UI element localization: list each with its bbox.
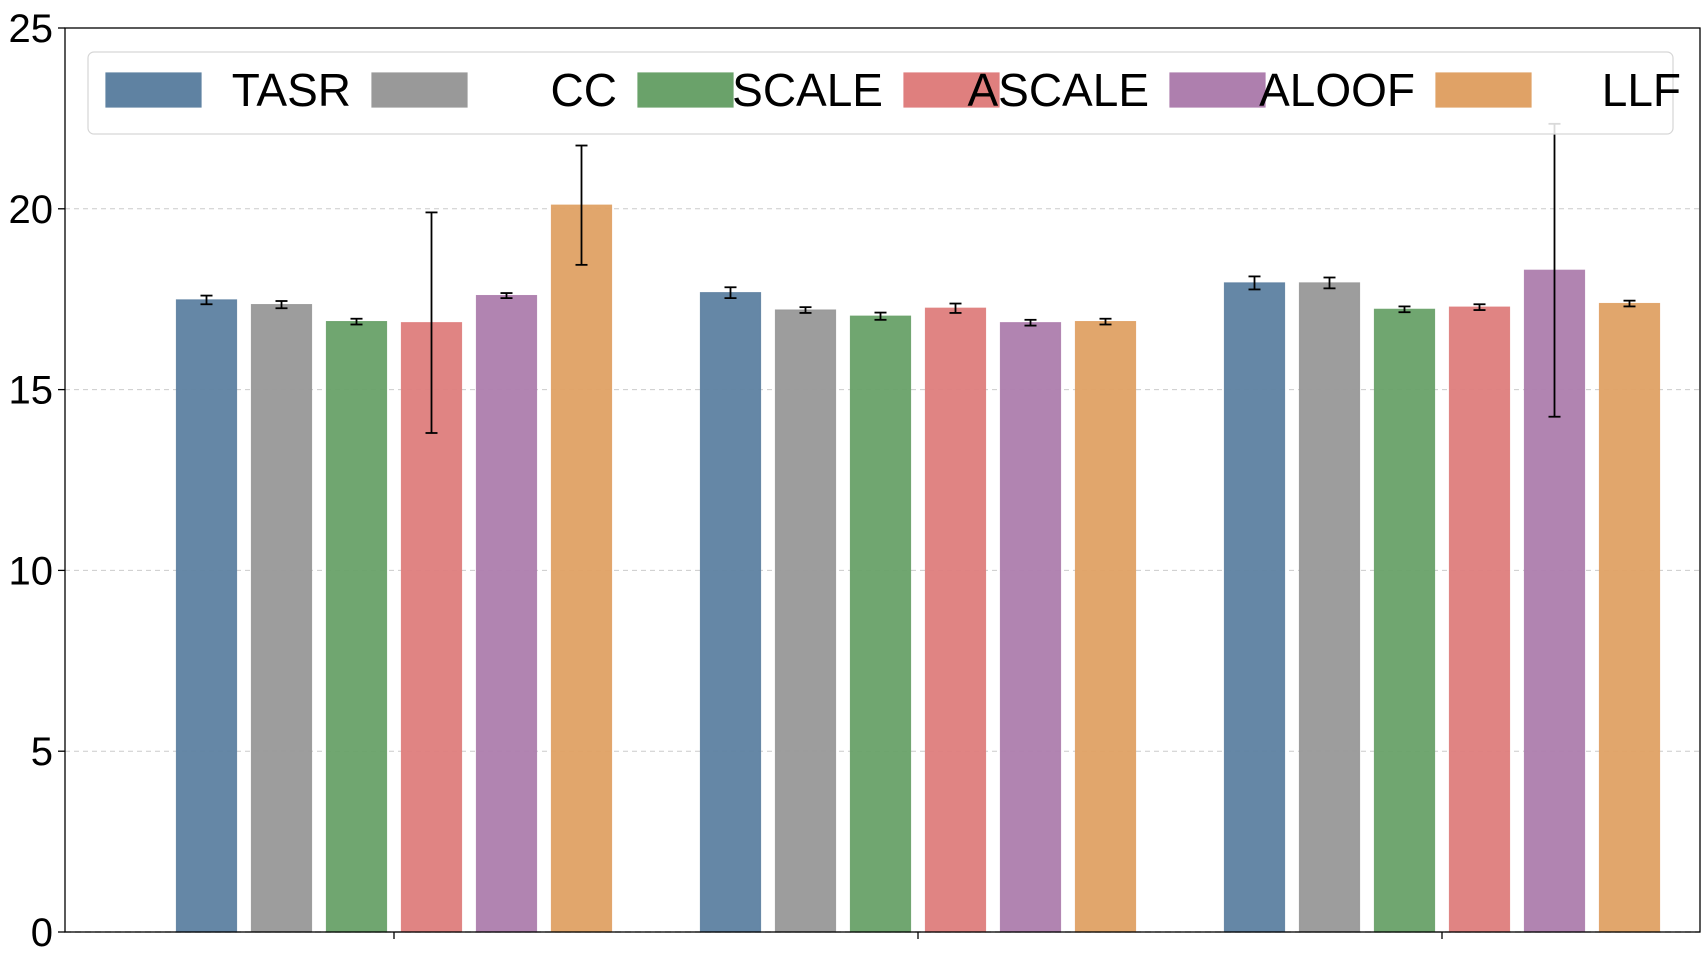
legend-entry-aloof: ALOOF (1169, 64, 1415, 116)
plot-frame (64, 27, 1701, 933)
bars (175, 204, 1661, 933)
bar-ascale-group-2 (924, 307, 987, 933)
bar-tasr-group-3 (1223, 282, 1286, 933)
errorbar-tasr-group-2 (724, 286, 737, 300)
legend-label-llf: LLF (1602, 64, 1681, 116)
errorbar-scale-group-1 (350, 317, 363, 326)
bar-cc-group-1 (250, 304, 313, 933)
errorbar-llf-group-2 (1099, 317, 1112, 326)
errorbar-ascale-group-1 (425, 211, 438, 434)
ytick-label-25: 25 (9, 7, 54, 51)
ytick-label-10: 10 (9, 549, 54, 593)
bar-tasr-group-2 (699, 292, 762, 933)
bar-llf-group-1 (550, 204, 613, 933)
legend-entry-ascale: ASCALE (903, 64, 1149, 116)
ytick-label-0: 0 (31, 911, 53, 955)
ytick-label-15: 15 (9, 369, 54, 413)
bar-tasr-group-1 (175, 299, 238, 933)
legend-label-scale: SCALE (732, 64, 883, 116)
legend-swatch-scale (637, 72, 734, 108)
legend-label-aloof: ALOOF (1259, 64, 1415, 116)
bar-aloof-group-1 (475, 294, 538, 933)
errorbar-aloof-group-1 (500, 292, 513, 300)
errorbar-aloof-group-2 (1024, 318, 1037, 327)
errorbar-scale-group-2 (874, 311, 887, 321)
legend-swatch-tasr (105, 72, 202, 108)
bar-llf-group-2 (1074, 321, 1137, 933)
legend-entry-cc: CC (371, 64, 617, 116)
bar-scale-group-1 (325, 321, 388, 933)
errorbar-ascale-group-2 (949, 302, 962, 314)
errorbar-cc-group-2 (799, 306, 812, 314)
bar-scale-group-3 (1373, 308, 1436, 933)
legend-label-ascale: ASCALE (967, 64, 1149, 116)
errorbar-llf-group-3 (1623, 299, 1636, 308)
legend-swatch-ascale (903, 72, 1000, 108)
errorbar-tasr-group-1 (200, 294, 213, 306)
errorbar-tasr-group-3 (1248, 275, 1261, 291)
legend-box (87, 51, 1674, 135)
errorbar-ascale-group-3 (1473, 303, 1486, 311)
errorbar-llf-group-1 (575, 144, 588, 266)
bar-aloof-group-2 (999, 322, 1062, 933)
legend-label-cc: CC (551, 64, 617, 116)
ytick-label-20: 20 (9, 188, 54, 232)
legend-entry-scale: SCALE (637, 64, 883, 116)
error-bars (200, 122, 1636, 434)
legend-entry-tasr: TASR (105, 64, 351, 116)
legend-swatch-llf (1435, 72, 1532, 108)
legend-swatch-cc (371, 72, 468, 108)
legend-label-tasr: TASR (232, 64, 351, 116)
errorbar-cc-group-3 (1323, 276, 1336, 290)
bar-llf-group-3 (1598, 302, 1661, 933)
bar-cc-group-3 (1298, 282, 1361, 933)
legend-swatch-aloof (1169, 72, 1266, 108)
bar-ascale-group-3 (1448, 306, 1511, 933)
errorbar-cc-group-1 (275, 300, 288, 310)
errorbar-scale-group-3 (1398, 305, 1411, 314)
legend: TASR CC SCALE ASCALE ALOOF LLF (87, 51, 1681, 135)
bar-cc-group-2 (774, 309, 837, 933)
axes: 0 5 10 15 20 25 (9, 7, 1701, 955)
bar-scale-group-2 (849, 315, 912, 933)
ytick-label-5: 5 (31, 730, 53, 774)
legend-entry-llf: LLF (1435, 64, 1681, 116)
